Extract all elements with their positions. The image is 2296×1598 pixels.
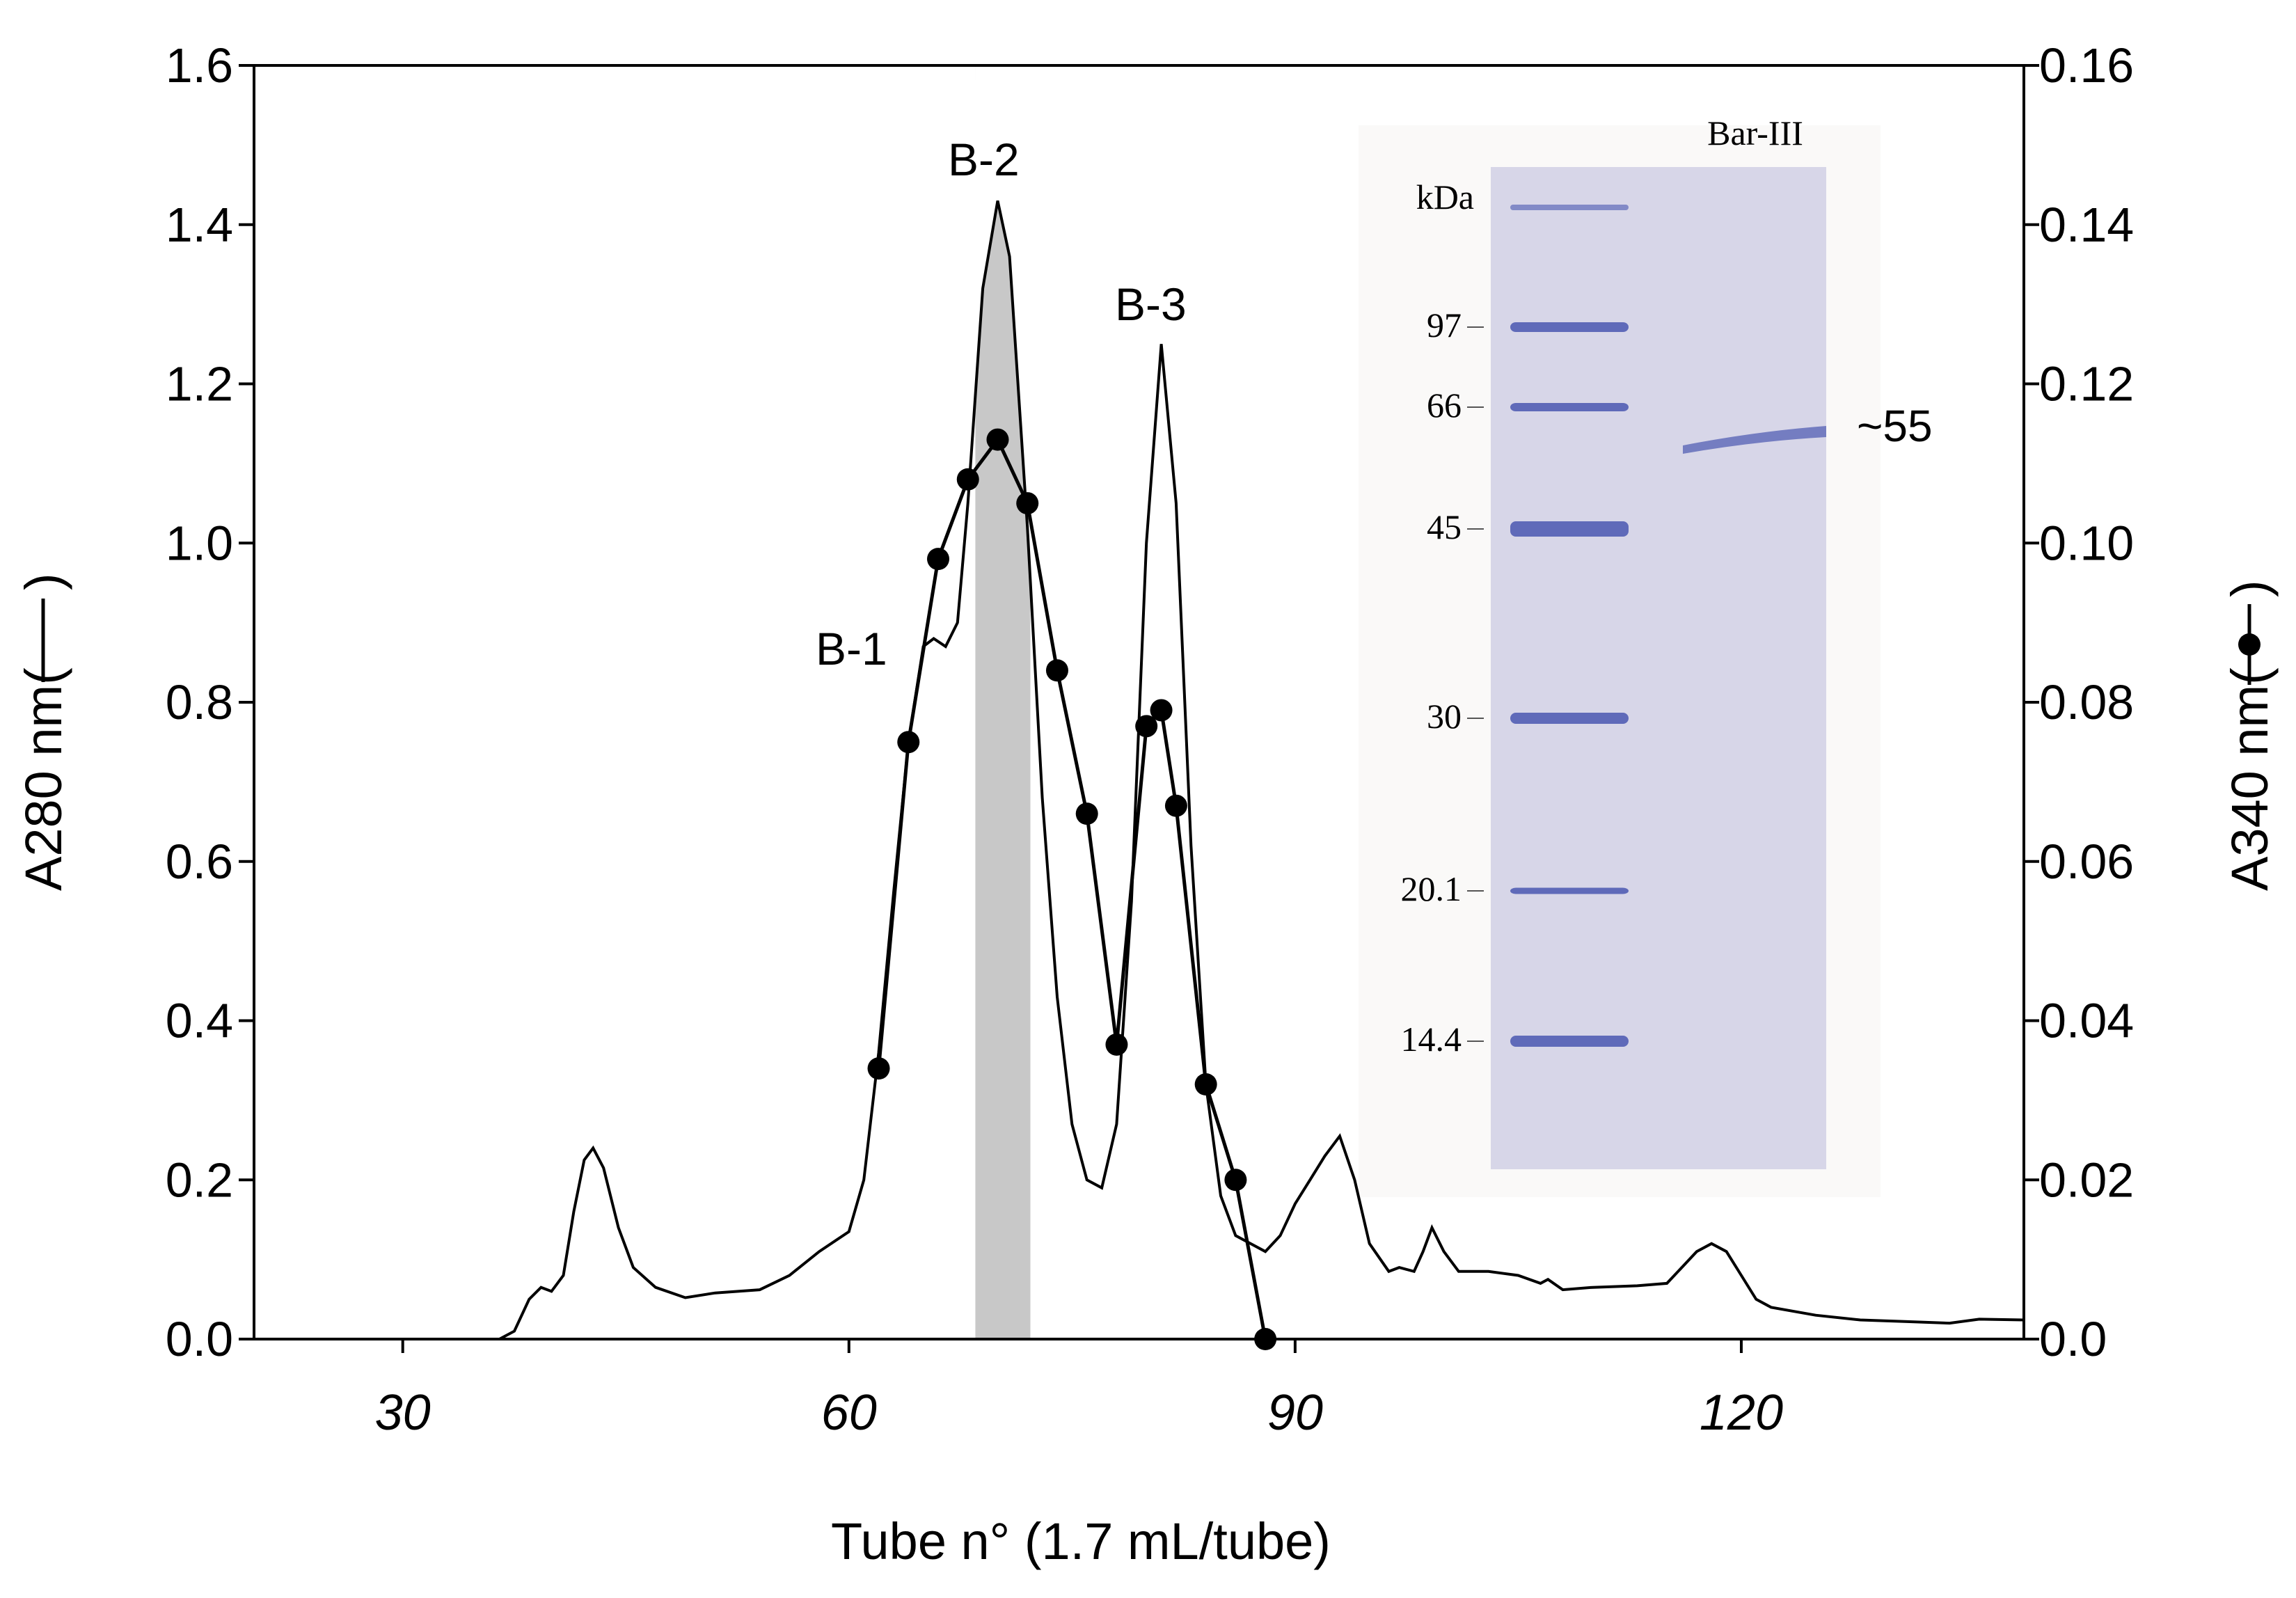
left-axis-title-text: A280 nm( bbox=[15, 667, 72, 891]
a340-data-point bbox=[1075, 802, 1098, 825]
left-axis-close-paren: ) bbox=[15, 573, 72, 590]
a340-data-point bbox=[1254, 1328, 1277, 1350]
right-axis-tick-label: 0.04 bbox=[2039, 994, 2134, 1048]
gel-image bbox=[1491, 167, 1826, 1169]
x-axis-tick-label: 30 bbox=[375, 1385, 431, 1441]
right-axis-title: A340 nm( ) bbox=[2221, 580, 2279, 891]
right-axis-close-paren: ) bbox=[2221, 580, 2279, 597]
gel-lane-label: Bar-III bbox=[1707, 113, 1803, 152]
gel-ladder-band bbox=[1510, 322, 1629, 332]
right-axis-tick-label: 0.02 bbox=[2039, 1153, 2134, 1207]
gel-ladder-band bbox=[1510, 887, 1629, 894]
x-axis-tick-label: 60 bbox=[821, 1385, 877, 1441]
gel-ladder-top-band bbox=[1510, 205, 1629, 210]
a340-data-point bbox=[956, 468, 979, 491]
right-axis-tick-label: 0.0 bbox=[2039, 1312, 2107, 1366]
gel-ladder-band bbox=[1510, 403, 1629, 411]
left-axis-tick-label: 0.6 bbox=[166, 834, 233, 889]
left-axis-tick-label: 0.4 bbox=[166, 994, 233, 1048]
gel-marker-label: 97 bbox=[1427, 306, 1462, 345]
a340-data-point bbox=[1135, 715, 1158, 738]
a280-series-line bbox=[254, 200, 2025, 1340]
gel-marker-label: 66 bbox=[1427, 386, 1462, 425]
a340-series-line bbox=[877, 436, 1267, 1340]
gel-marker-label: 14.4 bbox=[1401, 1020, 1462, 1059]
peak-label-b2: B-2 bbox=[948, 134, 1020, 185]
gel-band-label: ~55 bbox=[1857, 401, 1933, 451]
a340-data-point bbox=[1194, 1073, 1217, 1095]
x-axis-title: Tube n° (1.7 mL/tube) bbox=[831, 1512, 1331, 1570]
x-axis-tick-label: 120 bbox=[1700, 1385, 1783, 1441]
gel-unit-label: kDa bbox=[1416, 177, 1474, 216]
left-axis-tick-label: 1.0 bbox=[166, 516, 233, 570]
a340-data-point bbox=[867, 1057, 890, 1080]
a340-data-point bbox=[986, 428, 1009, 451]
a340-data-point bbox=[897, 731, 920, 754]
right-axis-title-text: A340 nm( bbox=[2221, 667, 2279, 891]
left-axis-tick-label: 1.4 bbox=[166, 198, 233, 252]
peak-label-b1: B-1 bbox=[816, 623, 887, 674]
gel-sample-band bbox=[1683, 426, 1826, 454]
gel-marker-label: 30 bbox=[1427, 697, 1462, 736]
right-axis-tick-label: 0.16 bbox=[2039, 38, 2134, 93]
left-axis-tick-label: 1.6 bbox=[166, 38, 233, 93]
a340-data-point bbox=[1016, 492, 1039, 515]
right-axis-tick-label: 0.10 bbox=[2039, 516, 2134, 570]
left-axis-tick-label: 0.0 bbox=[166, 1312, 233, 1366]
gel-marker-label: 20.1 bbox=[1401, 869, 1462, 908]
peak-label-b3: B-3 bbox=[1115, 278, 1187, 330]
gel-ladder-band bbox=[1510, 521, 1629, 537]
gel-ladder-band bbox=[1510, 713, 1629, 724]
a340-data-point bbox=[927, 548, 950, 571]
a340-data-point bbox=[1045, 659, 1068, 682]
left-axis-tick-label: 0.2 bbox=[166, 1153, 233, 1207]
a340-data-point bbox=[1150, 699, 1173, 722]
x-axis-tick-label: 90 bbox=[1267, 1385, 1323, 1441]
gel-ladder-band bbox=[1510, 1036, 1629, 1047]
a340-data-point bbox=[1105, 1033, 1128, 1056]
right-axis-tick-label: 0.08 bbox=[2039, 675, 2134, 729]
gel-marker-label: 45 bbox=[1427, 507, 1462, 546]
right-axis-tick-label: 0.14 bbox=[2039, 198, 2134, 252]
right-axis-legend-marker bbox=[2238, 633, 2261, 656]
gel-inset: kDa Bar-III ~55 97 66 45 30 20.1 14.4 bbox=[1359, 113, 1933, 1197]
a340-data-point bbox=[1224, 1169, 1247, 1192]
left-axis-tick-label: 1.2 bbox=[166, 357, 233, 411]
right-axis-tick-label: 0.06 bbox=[2039, 834, 2134, 889]
left-axis-title: A280 nm( ) bbox=[15, 573, 72, 891]
shaded-fraction-mask bbox=[967, 65, 1043, 798]
right-axis-tick-label: 0.12 bbox=[2039, 357, 2134, 411]
left-axis-tick-label: 0.8 bbox=[166, 675, 233, 729]
a340-data-point bbox=[1164, 794, 1187, 817]
